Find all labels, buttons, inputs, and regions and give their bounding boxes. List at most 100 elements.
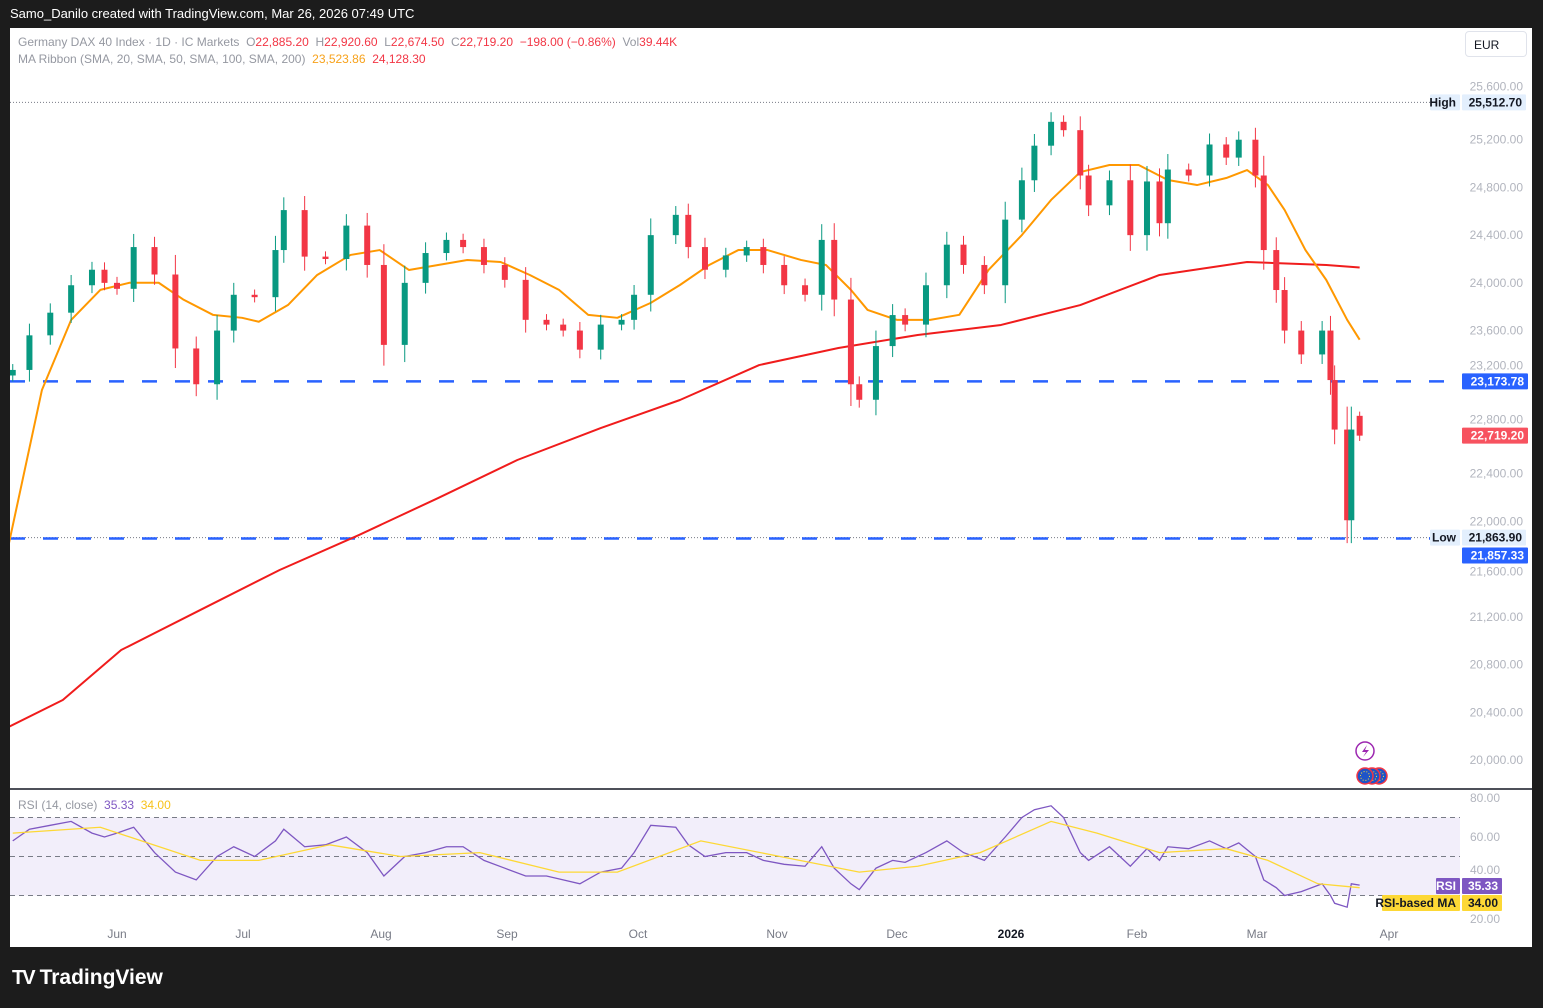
candle-body [522, 279, 529, 320]
sma20-value: 23,523.86 [312, 52, 366, 66]
candle-body [230, 294, 237, 331]
candle-body [597, 324, 604, 350]
candle-body [856, 384, 863, 400]
tradingview-footer: TV TradingView [12, 966, 163, 990]
rsi-ma-badge-value-bg [1462, 895, 1502, 911]
close-value: 22,719.20 [459, 35, 514, 49]
candle-body [647, 235, 654, 295]
time-tick: Apr [1380, 927, 1399, 941]
chart-canvas[interactable]: High 25,512.70 Low 21,863.90 23,173.78 21,857… [10, 28, 1532, 947]
time-tick: Dec [886, 927, 907, 941]
price-tick: 22,400.00 [1470, 467, 1524, 481]
vol-label: Vol [622, 35, 640, 49]
rsi-ma-legend-value: 34.00 [140, 798, 171, 812]
candle-body [872, 346, 879, 400]
price-tick: 20,800.00 [1470, 658, 1524, 672]
candle-body [943, 244, 950, 286]
rsi-tick: 80.00 [1470, 791, 1500, 805]
sma200-value: 24,128.30 [372, 52, 426, 66]
eu-stars [1360, 771, 1370, 781]
candle-body [543, 319, 550, 325]
currency-button[interactable]: EUR [1465, 31, 1527, 57]
candle-body [1156, 181, 1163, 224]
candle-body [114, 282, 120, 289]
price-tick: 21,600.00 [1470, 564, 1524, 578]
price-tick: 20,000.00 [1470, 753, 1524, 767]
candle-body [672, 214, 679, 236]
low-label: L [384, 35, 391, 49]
candle-body [460, 239, 467, 248]
high-value-tag: 25,512.70 [1469, 95, 1523, 109]
change-value: −198.00 (−0.86%) [519, 35, 616, 49]
price-tick: 22,000.00 [1470, 514, 1524, 528]
rsi-legend: RSI (14, close) 35.33 34.00 [18, 798, 171, 812]
low-value-tag: 21,863.90 [1469, 531, 1523, 545]
candle-body [1164, 169, 1171, 224]
eu-flag-event-icon[interactable] [1356, 767, 1374, 785]
price-tick: 23,200.00 [1470, 358, 1524, 372]
eu-stars [1367, 771, 1377, 781]
price-tick: 24,400.00 [1470, 228, 1524, 242]
rsi-ma-badge-label: RSI-based MA [1375, 896, 1456, 910]
candle-body [1348, 429, 1355, 521]
candle-body [480, 247, 487, 265]
candle-body [1060, 121, 1067, 131]
symbol-title[interactable]: Germany DAX 40 Index · 1D · IC Markets [18, 35, 240, 49]
candle-body [1252, 139, 1259, 176]
candle-body [251, 294, 258, 298]
candle-body [272, 250, 279, 298]
candle-body [802, 285, 809, 295]
high-value: 22,920.60 [324, 35, 378, 49]
lower-level-badge-bg [1462, 547, 1528, 564]
candle-body [1206, 144, 1213, 176]
candle-body [10, 369, 16, 376]
rsi-ma-line [12, 820, 1360, 889]
candle-body [1143, 181, 1150, 236]
candle-body [831, 239, 838, 300]
rsi-badge-value-bg [1462, 878, 1502, 894]
time-tick: Sep [496, 927, 518, 941]
time-tick: Mar [1247, 927, 1268, 941]
price-tick: 24,000.00 [1470, 276, 1524, 290]
candle-body [1106, 180, 1113, 206]
chart-panel[interactable]: High 25,512.70 Low 21,863.90 23,173.78 21,857… [10, 28, 1532, 947]
price-tick: 24,800.00 [1470, 180, 1524, 194]
high-tag-bg [1430, 94, 1460, 111]
candle-body [576, 330, 583, 350]
time-tick: Aug [370, 927, 391, 941]
candle-body [364, 225, 371, 265]
candle-body [193, 348, 200, 385]
rsi-badge-label: RSI [1436, 879, 1456, 893]
high-tag: High [1429, 95, 1456, 109]
candle-body [618, 319, 625, 325]
price-tick: 25,200.00 [1470, 133, 1524, 147]
candle-body [1031, 145, 1038, 181]
candle-body [422, 253, 429, 283]
candle-body [685, 214, 692, 248]
candle-body [151, 247, 158, 275]
open-label: O [246, 35, 256, 49]
candle-body [380, 264, 387, 345]
candle-body [1223, 144, 1230, 158]
upper-level-badge: 23,173.78 [1471, 374, 1525, 388]
upper-level-badge-bg [1462, 373, 1528, 390]
candle-body [1273, 250, 1280, 291]
candle-body [343, 225, 350, 259]
ma-ribbon-title[interactable]: MA Ribbon (SMA, 20, SMA, 50, SMA, 100, S… [18, 52, 306, 66]
low-tag: Low [1432, 531, 1457, 545]
candle-body [101, 269, 108, 283]
candle-body [847, 299, 854, 385]
vol-value: 39.44K [639, 35, 678, 49]
candle-body [1235, 139, 1242, 158]
rsi-ma-badge-value: 34.00 [1468, 896, 1498, 910]
candle-body [172, 274, 179, 349]
candle-body [1127, 180, 1134, 236]
candle-body [68, 285, 75, 313]
rsi-title[interactable]: RSI (14, close) [18, 798, 98, 812]
candle-body [1085, 175, 1092, 206]
candle-body [26, 335, 33, 370]
candle-body [1331, 380, 1338, 430]
candle-body [501, 264, 508, 280]
candle-body [922, 285, 929, 325]
candle-body [280, 210, 287, 251]
